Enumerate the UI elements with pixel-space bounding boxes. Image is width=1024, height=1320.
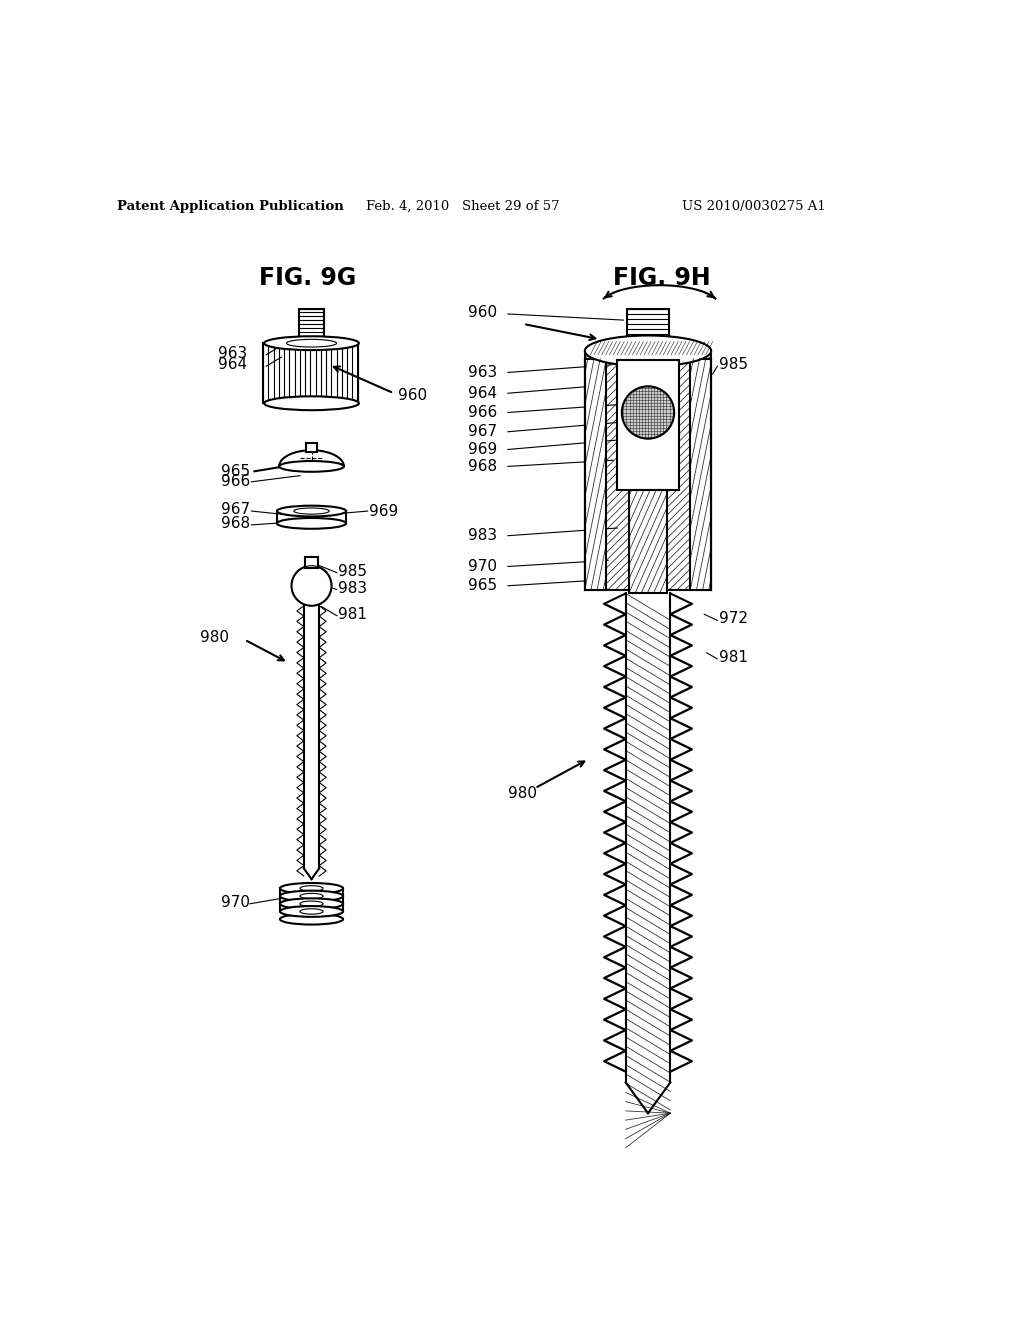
Text: 981: 981 — [339, 607, 368, 622]
Ellipse shape — [300, 886, 323, 891]
Text: FIG. 9H: FIG. 9H — [613, 265, 711, 290]
Text: 983: 983 — [339, 581, 368, 595]
Ellipse shape — [276, 506, 346, 516]
Bar — [617, 360, 679, 490]
Text: 966: 966 — [221, 474, 251, 490]
Text: 969: 969 — [468, 442, 497, 457]
Text: 960: 960 — [468, 305, 497, 319]
Ellipse shape — [280, 891, 343, 902]
Text: 980: 980 — [200, 630, 228, 645]
Ellipse shape — [300, 894, 323, 899]
Text: 968: 968 — [468, 459, 497, 474]
Text: 966: 966 — [468, 405, 497, 420]
Ellipse shape — [280, 899, 343, 909]
Polygon shape — [280, 450, 344, 466]
Text: 985: 985 — [339, 564, 368, 578]
Text: 983: 983 — [468, 528, 497, 544]
Text: US 2010/0030275 A1: US 2010/0030275 A1 — [682, 199, 826, 213]
Ellipse shape — [280, 883, 343, 894]
Ellipse shape — [585, 335, 711, 367]
Ellipse shape — [280, 906, 343, 917]
Text: 965: 965 — [468, 578, 497, 593]
Ellipse shape — [276, 517, 346, 529]
Ellipse shape — [264, 396, 358, 411]
Text: 964: 964 — [218, 358, 248, 372]
Text: Patent Application Publication: Patent Application Publication — [118, 199, 344, 213]
Text: 965: 965 — [221, 463, 251, 479]
Ellipse shape — [280, 913, 343, 924]
Bar — [305, 557, 317, 568]
Bar — [690, 359, 711, 590]
Circle shape — [622, 387, 674, 438]
Bar — [627, 309, 669, 350]
Text: 970: 970 — [221, 895, 251, 909]
Text: 967: 967 — [468, 424, 497, 440]
Ellipse shape — [294, 508, 330, 515]
Text: 960: 960 — [397, 388, 427, 403]
Ellipse shape — [280, 461, 344, 471]
Ellipse shape — [300, 908, 323, 915]
Text: 969: 969 — [370, 503, 398, 519]
Text: FIG. 9G: FIG. 9G — [259, 265, 356, 290]
Text: 963: 963 — [218, 346, 248, 360]
Text: 972: 972 — [719, 611, 748, 627]
Circle shape — [292, 566, 332, 606]
Text: 970: 970 — [468, 558, 497, 574]
Bar — [276, 511, 346, 524]
Bar — [629, 490, 668, 594]
Bar — [299, 309, 324, 339]
Ellipse shape — [264, 337, 358, 350]
Bar — [585, 351, 711, 590]
Text: 964: 964 — [468, 385, 497, 401]
Text: 985: 985 — [719, 358, 748, 372]
Text: Feb. 4, 2010   Sheet 29 of 57: Feb. 4, 2010 Sheet 29 of 57 — [367, 199, 560, 213]
Ellipse shape — [300, 902, 323, 907]
Bar — [585, 359, 605, 590]
Text: 967: 967 — [221, 502, 251, 517]
Text: 963: 963 — [468, 364, 497, 380]
Bar — [306, 442, 316, 451]
Bar — [263, 343, 357, 404]
Text: 968: 968 — [221, 516, 251, 531]
Text: 980: 980 — [508, 787, 537, 801]
Text: 981: 981 — [719, 649, 748, 665]
Ellipse shape — [287, 339, 337, 347]
